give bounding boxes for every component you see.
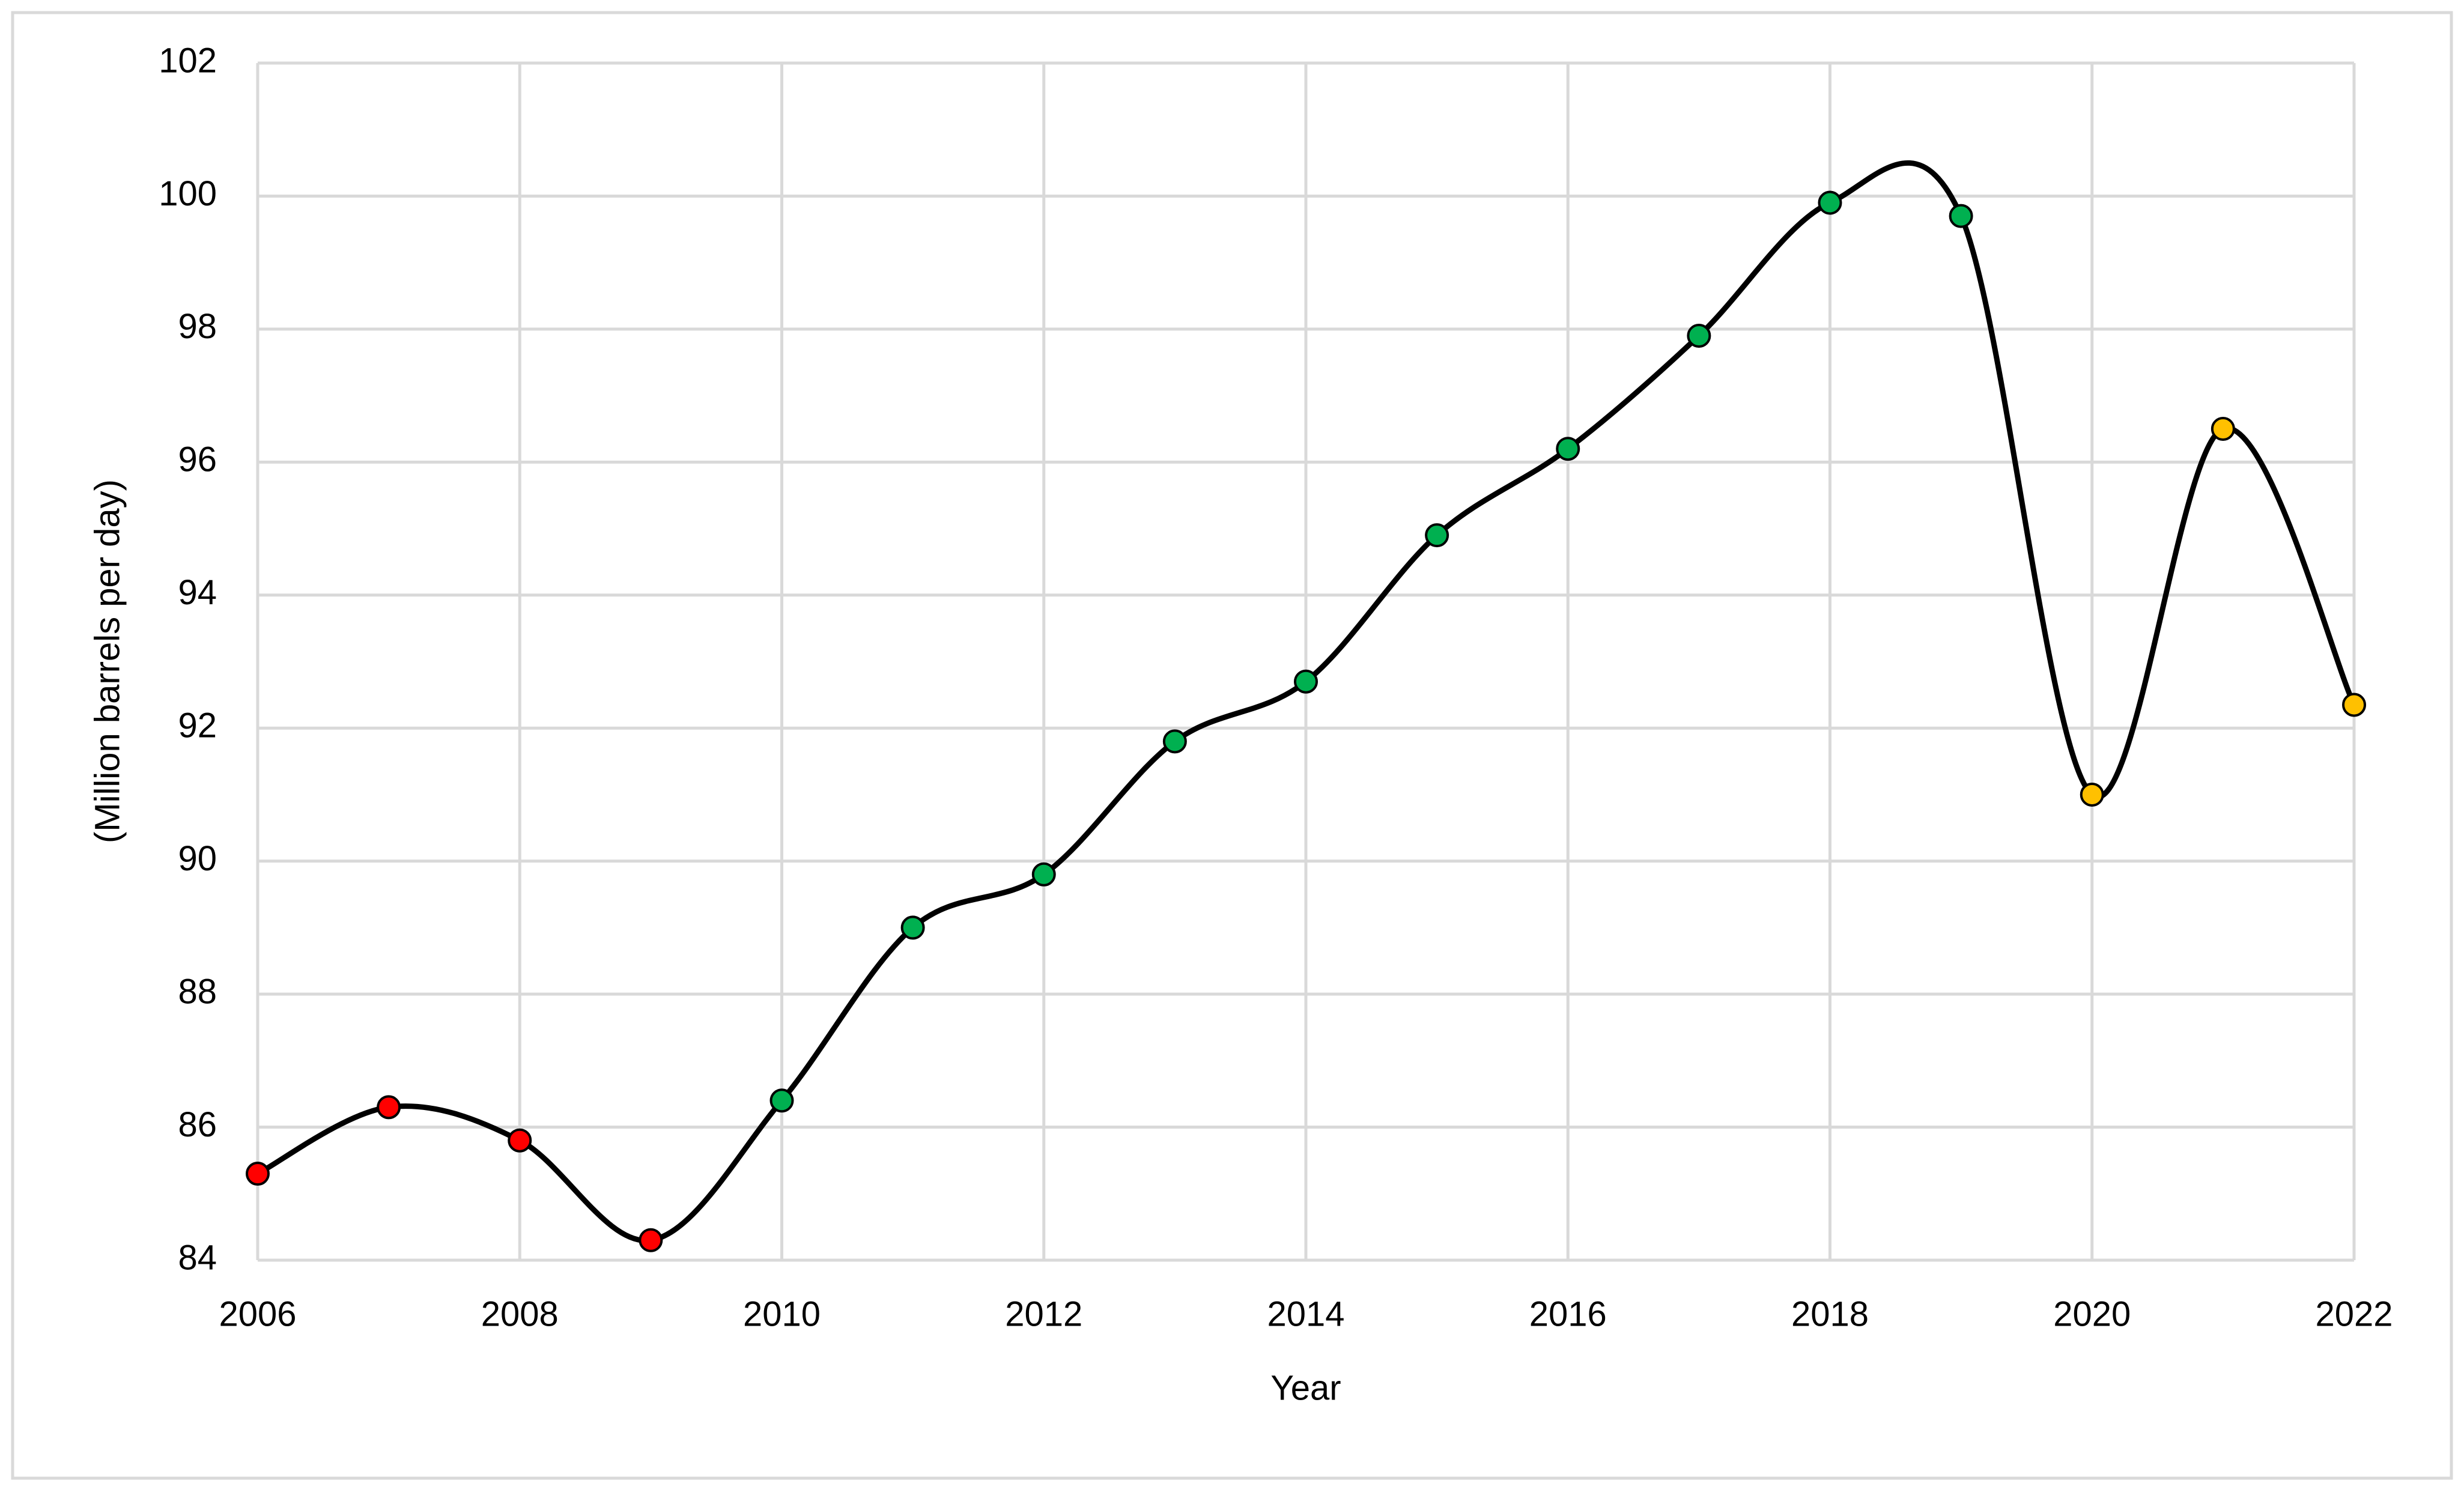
x-tick-label: 2012: [1005, 1294, 1082, 1333]
y-tick-label: 86: [178, 1105, 217, 1144]
data-point: [1425, 523, 1449, 548]
y-tick-label: 92: [178, 706, 217, 745]
data-point: [639, 1228, 663, 1252]
data-point: [1949, 204, 1973, 228]
y-tick-label: 88: [178, 972, 217, 1011]
data-point: [1162, 729, 1187, 754]
data-point: [1818, 190, 1842, 215]
data-point: [377, 1095, 401, 1120]
chart-border: [11, 11, 2453, 1480]
data-point: [508, 1128, 532, 1153]
data-point: [1031, 862, 1056, 887]
data-point: [1556, 437, 1580, 461]
x-tick-label: 2014: [1267, 1294, 1344, 1333]
y-tick-label: 100: [159, 174, 217, 213]
y-tick-label: 102: [159, 41, 217, 80]
y-tick-label: 94: [178, 573, 217, 612]
y-tick-label: 98: [178, 307, 217, 346]
x-axis-label: Year: [1270, 1368, 1341, 1407]
data-point: [246, 1162, 270, 1186]
y-axis-label: (Million barrels per day): [88, 479, 127, 843]
data-point: [2080, 782, 2104, 807]
x-tick-label: 2010: [743, 1294, 821, 1333]
x-tick-label: 2022: [2315, 1294, 2393, 1333]
x-tick-label: 2018: [1791, 1294, 1869, 1333]
x-tick-label: 2020: [2053, 1294, 2131, 1333]
grid: [256, 61, 2356, 1262]
data-point: [900, 915, 925, 940]
data-point: [769, 1088, 794, 1113]
y-tick-label: 84: [178, 1238, 217, 1277]
plot: [246, 160, 2366, 1252]
x-tick-label: 2006: [219, 1294, 296, 1333]
y-tick-label: 96: [178, 440, 217, 479]
data-point: [2211, 416, 2235, 441]
data-point: [1294, 669, 1318, 694]
y-tick-label: 90: [178, 839, 217, 878]
x-tick-label: 2008: [481, 1294, 559, 1333]
data-point: [1687, 323, 1711, 348]
data-point: [2342, 693, 2366, 717]
x-tick-label: 2016: [1529, 1294, 1607, 1333]
